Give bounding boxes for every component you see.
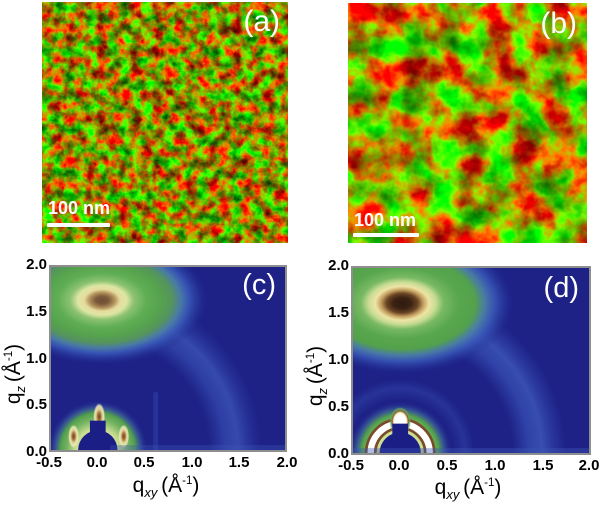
micrograph-b-texture bbox=[348, 3, 587, 243]
d-x-axis-title: qxy (Å-1) bbox=[434, 476, 502, 503]
panel-label-a: (a) bbox=[243, 5, 280, 38]
panel-label-b: (b) bbox=[540, 7, 577, 40]
d-y-axis-title: qz(Å-1) bbox=[303, 345, 331, 407]
c-y-tick: 0.5 bbox=[26, 396, 47, 413]
scale-bar-label-b: 100 nm bbox=[354, 210, 417, 230]
c-y-tick: 0.0 bbox=[26, 443, 47, 460]
c-y-tick: 2.0 bbox=[26, 256, 47, 273]
c-y-tick: 1.0 bbox=[26, 350, 47, 367]
c-x-tick: 0.0 bbox=[86, 454, 108, 471]
d-y-tick: 0.5 bbox=[328, 398, 349, 415]
c-x-tick: 1.0 bbox=[181, 454, 203, 471]
d-y-tick: 1.0 bbox=[328, 351, 349, 368]
c-y-tick: 1.5 bbox=[26, 303, 47, 320]
d-y-tick: 0.0 bbox=[328, 445, 349, 462]
horizon-scatter-band bbox=[353, 448, 589, 453]
pi-stacking-peak bbox=[51, 267, 209, 365]
beamstop-arm bbox=[392, 423, 409, 453]
d-x-tick: -0.5 bbox=[338, 457, 364, 474]
scale-bar-label-a: 100 nm bbox=[48, 198, 111, 218]
giwaxs-heatmap-d bbox=[353, 268, 589, 453]
d-x-tick: 1.5 bbox=[532, 457, 554, 474]
c-x-axis-title: qxy (Å-1) bbox=[132, 474, 200, 501]
d-x-tick: 0.0 bbox=[388, 457, 410, 474]
micrograph-a-texture bbox=[42, 2, 288, 243]
arc-lobe-left bbox=[68, 424, 80, 449]
beamstop-arm bbox=[89, 420, 106, 450]
panel-label-d: (d) bbox=[543, 272, 579, 304]
scale-bar-a bbox=[47, 223, 110, 227]
d-y-tick: 2.0 bbox=[328, 257, 349, 274]
c-x-tick: 0.5 bbox=[133, 454, 155, 471]
panel-a-micrograph: (a) 100 nm bbox=[42, 2, 288, 243]
d-x-tick: 1.0 bbox=[484, 457, 506, 474]
panel-label-c: (c) bbox=[242, 269, 276, 301]
d-y-tick: 1.5 bbox=[328, 304, 349, 321]
c-x-tick: 2.0 bbox=[276, 454, 298, 471]
scale-bar-b bbox=[353, 233, 419, 237]
giwaxs-heatmap-c bbox=[51, 267, 285, 450]
horizon-scatter-band bbox=[109, 445, 285, 450]
c-x-tick: -0.5 bbox=[36, 454, 62, 471]
d-x-tick: 0.5 bbox=[436, 457, 458, 474]
pi-stacking-peak bbox=[353, 268, 515, 374]
panel-d-giwaxs-plot: (d) bbox=[351, 266, 591, 455]
c-y-axis-title: qz(Å-1) bbox=[1, 343, 29, 405]
panel-b-micrograph: (b) 100 nm bbox=[348, 3, 587, 243]
arc-lobe-right bbox=[118, 424, 130, 449]
vertical-streak bbox=[153, 392, 159, 450]
d-x-tick: 2.0 bbox=[578, 457, 600, 474]
c-x-tick: 1.5 bbox=[228, 454, 250, 471]
panel-c-giwaxs-plot: (c) bbox=[49, 265, 287, 452]
